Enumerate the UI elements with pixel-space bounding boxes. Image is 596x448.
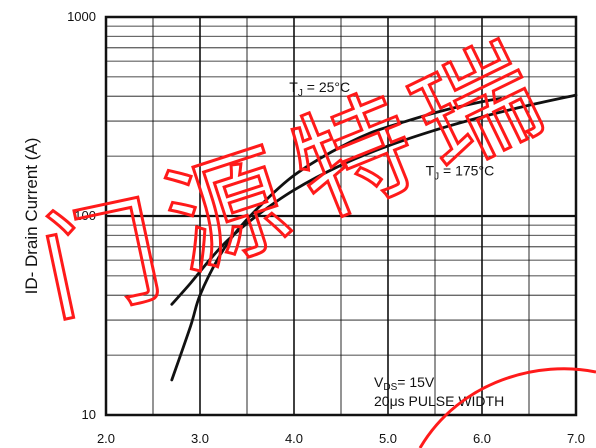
y-tick-labels: 10 100 1000 — [67, 9, 96, 422]
x-tick-label: 4.0 — [285, 431, 303, 446]
y-tick-label: 1000 — [67, 9, 96, 24]
annotation-vds: VDS= 15V — [374, 374, 435, 393]
y-tick-label: 100 — [74, 208, 96, 223]
x-tick-label: 3.0 — [191, 431, 209, 446]
series-line-tj-175c — [170, 93, 578, 306]
series-label-tj-25c: TJ = 25°C — [289, 79, 350, 99]
x-tick-label: 5.0 — [379, 431, 397, 446]
plot-grid — [106, 17, 576, 415]
x-tick-label: 6.0 — [473, 431, 491, 446]
series-label-tj-175c: TJ = 175°C — [426, 162, 495, 182]
x-tick-label: 7.0 — [567, 431, 585, 446]
y-axis-label: ID- Drain Current (A) — [22, 138, 41, 295]
series-line-tj-25c — [170, 96, 503, 382]
x-tick-labels: 2.0 3.0 4.0 5.0 6.0 7.0 — [97, 431, 585, 446]
y-tick-label: 10 — [82, 407, 96, 422]
watermark-stroke — [418, 367, 596, 448]
annotation-pulse-width: 20μs PULSE WIDTH — [374, 393, 504, 409]
series-layer — [170, 93, 578, 382]
x-tick-label: 2.0 — [97, 431, 115, 446]
series-labels: TJ = 25°C TJ = 175°C — [289, 79, 494, 182]
plot-frame — [104, 15, 578, 417]
